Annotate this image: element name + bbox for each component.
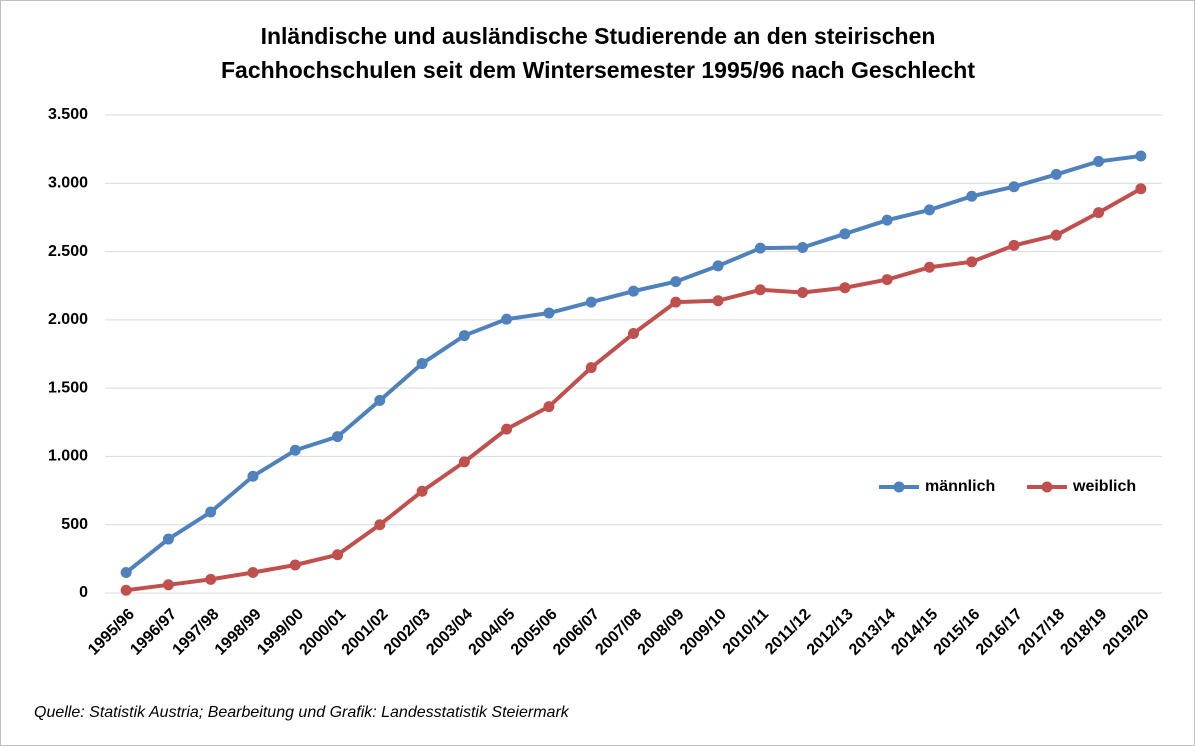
data-point [881, 274, 893, 286]
data-point [923, 261, 935, 273]
data-point [839, 228, 851, 240]
chart-title: Inländische und ausländische Studierende… [261, 23, 936, 49]
data-point [1093, 207, 1105, 219]
data-point [289, 444, 301, 456]
legend-marker [1041, 481, 1053, 493]
data-point [1050, 168, 1062, 180]
data-point [797, 241, 809, 253]
data-point [797, 287, 809, 299]
data-point [1008, 239, 1020, 251]
y-tick-label: 3.000 [48, 175, 88, 192]
source-note: Quelle: Statistik Austria; Bearbeitung u… [34, 704, 570, 721]
data-point [162, 533, 174, 545]
data-point [585, 296, 597, 308]
data-point [543, 307, 555, 319]
data-point [458, 330, 470, 342]
data-point [501, 423, 513, 435]
y-tick-label: 500 [61, 516, 88, 533]
data-point [712, 260, 724, 272]
data-point [247, 567, 259, 579]
y-tick-label: 2.500 [48, 243, 88, 260]
data-point [205, 573, 217, 585]
y-tick-label: 3.500 [48, 106, 88, 123]
data-point [247, 470, 259, 482]
data-point [416, 358, 428, 370]
legend-label: männlich [925, 478, 995, 495]
data-point [628, 285, 639, 297]
data-point [416, 485, 428, 497]
data-point [585, 362, 597, 374]
data-point [1135, 183, 1147, 195]
legend-marker [893, 481, 905, 493]
data-point [670, 276, 682, 288]
data-point [374, 519, 386, 531]
y-tick-label: 1.000 [48, 448, 88, 465]
chart-title: Fachhochschulen seit dem Wintersemester … [221, 57, 975, 83]
data-point [966, 256, 978, 268]
data-point [881, 214, 893, 226]
data-point [162, 579, 174, 591]
data-point [120, 567, 132, 579]
data-point [501, 313, 513, 325]
data-point [628, 328, 639, 340]
data-point [120, 584, 132, 596]
data-point [966, 190, 978, 202]
data-point [1093, 155, 1105, 167]
data-point [332, 431, 344, 443]
data-point [1050, 229, 1062, 241]
data-point [289, 559, 301, 571]
data-point [332, 549, 344, 561]
data-point [543, 401, 555, 413]
data-point [1008, 181, 1020, 193]
data-point [458, 456, 470, 468]
data-point [754, 284, 766, 296]
y-tick-label: 1.500 [48, 379, 88, 396]
data-point [1135, 150, 1147, 162]
data-point [923, 204, 935, 216]
data-point [754, 242, 766, 254]
data-point [374, 394, 386, 406]
y-tick-label: 0 [79, 584, 88, 601]
data-point [712, 295, 724, 307]
data-point [839, 282, 851, 294]
legend-label: weiblich [1072, 478, 1136, 495]
y-tick-label: 2.000 [48, 311, 88, 328]
data-point [670, 296, 682, 308]
data-point [205, 506, 217, 518]
